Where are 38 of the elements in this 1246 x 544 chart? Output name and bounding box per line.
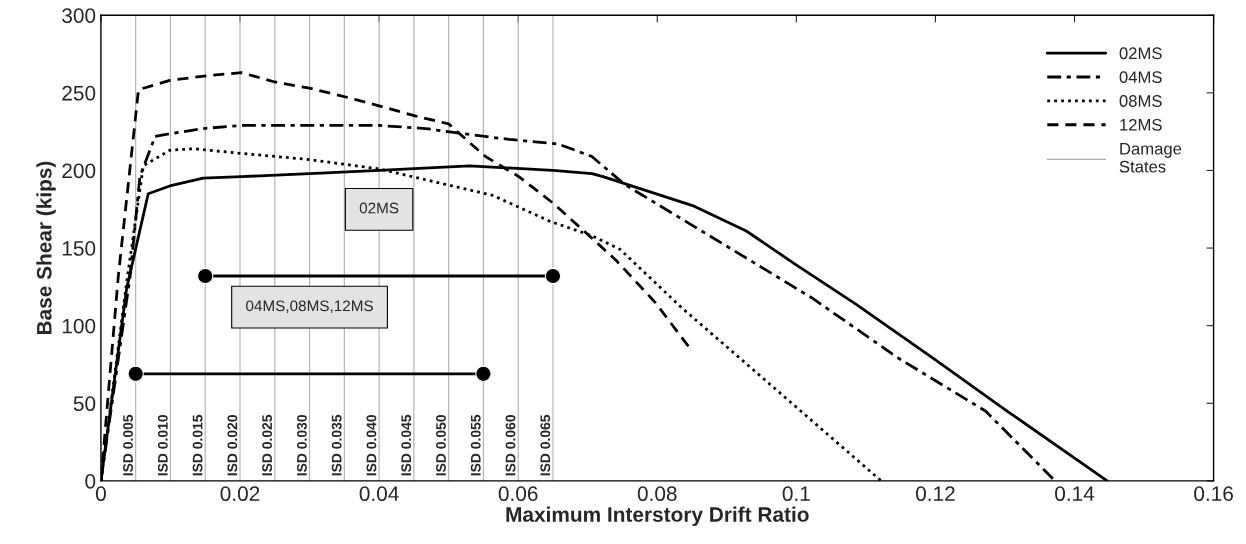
- ref-line-label: ISD 0.035: [331, 414, 342, 476]
- legend-label: 04MS: [1119, 71, 1162, 84]
- text: 04MS,08MS,12MS: [246, 300, 373, 314]
- ref-line-label: ISD 0.010: [157, 415, 168, 476]
- x-tick-label: 0.1: [782, 486, 810, 502]
- legend-label: 12MS: [1120, 118, 1162, 131]
- y-tick-label: 150: [62, 241, 96, 256]
- y-tick-label: 300: [62, 8, 96, 23]
- x-tick-label: 0.04: [359, 486, 399, 502]
- y-tick-label: 100: [62, 318, 96, 334]
- ref-line-label: ISD 0.020: [227, 415, 238, 476]
- x-tick-label: 0.06: [498, 486, 538, 502]
- y-tick-label: 200: [62, 163, 96, 179]
- ref-line-label: ISD 0.065: [540, 414, 551, 476]
- ref-line-label: ISD 0.005: [123, 414, 133, 476]
- x-tick-label: 0.12: [915, 486, 955, 502]
- text: 02MS: [359, 202, 399, 214]
- ref-line-label: ISD 0.030: [296, 415, 307, 476]
- annotation: Damage States: [1119, 142, 1182, 173]
- x-tick-label: 0.02: [220, 486, 260, 502]
- ref-line-label: ISD 0.025: [262, 414, 273, 476]
- ref-line-label: ISD 0.050: [436, 415, 446, 476]
- x-tick-label: 0.08: [637, 486, 677, 502]
- x-tick-label: 0.14: [1055, 486, 1095, 502]
- ref-line-label: ISD 0.040: [366, 415, 377, 476]
- legend-label: 02MS: [1119, 47, 1162, 60]
- ref-line-label: ISD 0.060: [505, 415, 516, 476]
- ref-line-label: ISD 0.045: [401, 414, 412, 476]
- y-tick-label: 0: [85, 473, 96, 489]
- x-axis-title: Maximum Interstory Drift Ratio: [506, 506, 809, 526]
- y-axis-title: Base Shear (kips): [36, 161, 56, 335]
- x-tick-label: 0.16: [1194, 486, 1233, 502]
- y-tick-label: 50: [73, 396, 96, 412]
- ref-line-label: ISD 0.015: [192, 414, 203, 476]
- y-tick-label: 250: [62, 85, 96, 101]
- legend-label: 08MS: [1119, 95, 1162, 107]
- x-tick-label: 0: [95, 486, 106, 502]
- ref-line-label: ISD 0.055: [470, 414, 481, 476]
